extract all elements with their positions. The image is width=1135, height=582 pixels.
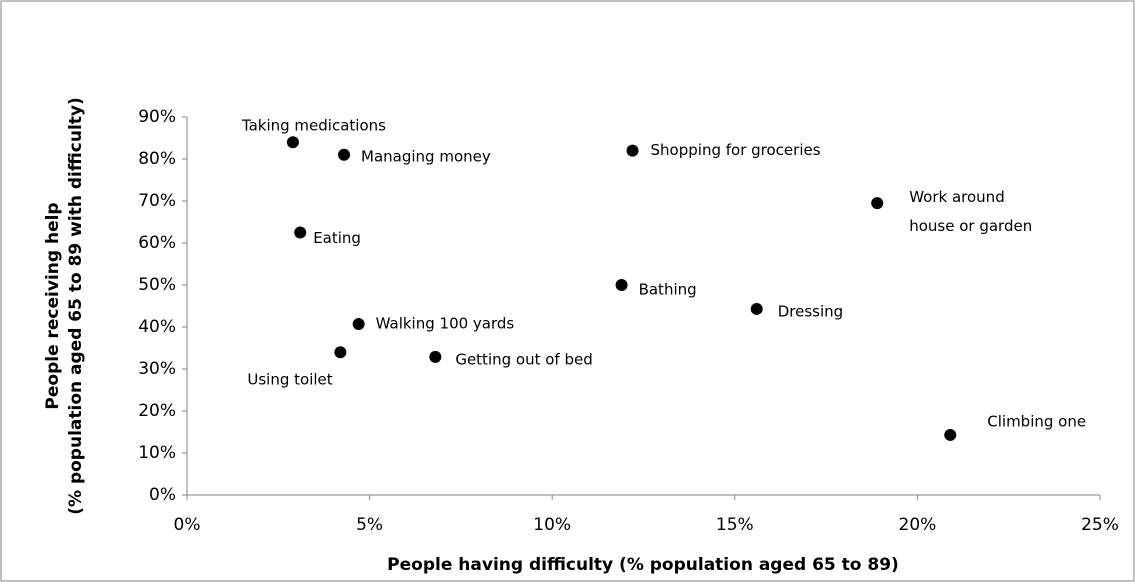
y-tick-label: 60% <box>138 233 176 253</box>
point <box>429 350 442 363</box>
point-label: Using toilet <box>247 371 332 389</box>
point <box>750 302 763 315</box>
point-label: Walking 100 yards <box>376 315 515 333</box>
x-tick-label: 10% <box>533 515 571 535</box>
point-label: Managing money <box>361 147 491 165</box>
point <box>615 279 628 291</box>
point-label: Bathing <box>639 281 697 299</box>
point-label: Climbing one <box>987 412 1086 430</box>
x-tick-label: 20% <box>899 515 937 535</box>
point-label: Eating <box>313 229 361 247</box>
y-axis-title: (% population aged 65 to 89 with difficu… <box>66 97 86 515</box>
y-tick-label: 0% <box>149 485 176 505</box>
y-tick-label: 70% <box>138 191 176 211</box>
y-axis-title: People receiving help <box>43 202 63 409</box>
y-tick-label: 10% <box>138 443 176 463</box>
y-tick-label: 90% <box>138 107 176 127</box>
y-tick-label: 40% <box>138 317 176 337</box>
y-tick-label: 30% <box>138 359 176 379</box>
point <box>294 226 307 239</box>
x-tick-label: 25% <box>1081 515 1119 535</box>
y-tick-label: 50% <box>138 275 176 295</box>
point <box>286 136 299 149</box>
x-tick-label: 0% <box>174 515 201 535</box>
point <box>626 144 639 157</box>
point <box>334 346 347 359</box>
point <box>944 428 957 441</box>
point <box>352 318 365 331</box>
x-tick-label: 5% <box>356 515 383 535</box>
x-axis-title: People having difficulty (% population a… <box>387 555 899 575</box>
point-label: Taking medications <box>241 117 386 135</box>
y-tick-label: 20% <box>138 401 176 421</box>
point <box>871 197 884 210</box>
y-tick-label: 80% <box>138 149 176 169</box>
point-label: Work around house or garden <box>909 188 1032 235</box>
point-label: Dressing <box>778 302 843 320</box>
point-label: Shopping for groceries <box>651 141 821 159</box>
x-tick-label: 15% <box>716 515 754 535</box>
point <box>338 148 351 161</box>
point-label: Getting out of bed <box>455 350 592 368</box>
